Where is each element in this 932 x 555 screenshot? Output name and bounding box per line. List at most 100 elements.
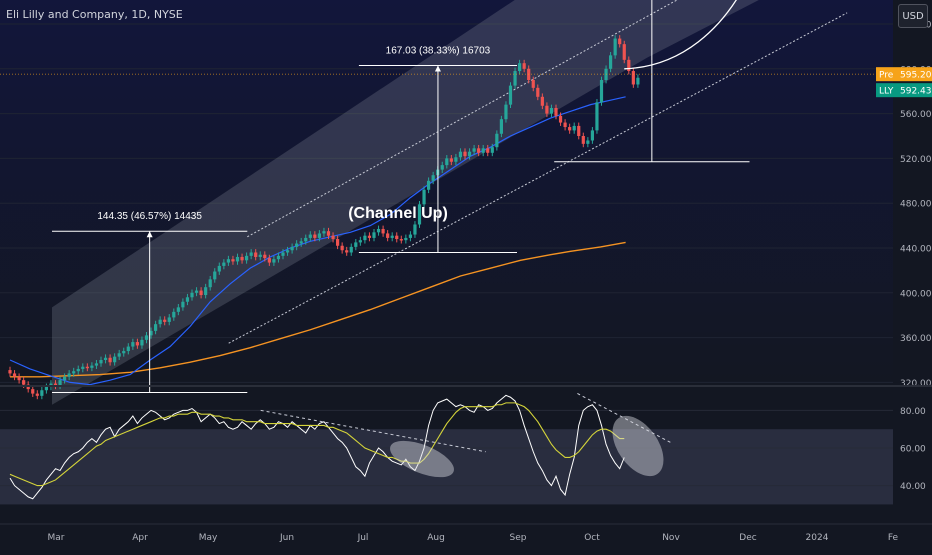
pre-price-badge-value: 595.20 <box>900 71 932 81</box>
pre-price-badge-tag: Pre <box>879 71 894 81</box>
chart-title: Eli Lilly and Company, 1D, NYSE <box>6 8 183 21</box>
candle-body <box>144 335 149 340</box>
candle-body <box>117 353 121 357</box>
measure-arrow <box>434 65 441 72</box>
candle-body <box>413 224 417 235</box>
time-tick-label: Mar <box>48 533 65 543</box>
candle-body <box>408 234 412 238</box>
channel-label: (Channel Up) <box>348 205 448 222</box>
candle-body <box>636 77 640 85</box>
candle-body <box>390 235 394 238</box>
candle-body <box>67 373 71 377</box>
candle-body <box>563 122 567 128</box>
candle-body <box>217 265 221 272</box>
candle-body <box>618 38 622 45</box>
candle-body <box>467 151 472 157</box>
rsi-pane: 40.00 60.00 80.00 <box>0 385 932 505</box>
channel-band <box>52 0 759 405</box>
axis-background <box>893 0 932 550</box>
candle-body <box>590 130 594 141</box>
time-tick-label: Fe <box>888 533 899 543</box>
price-tick-label: 560.00 <box>900 110 932 120</box>
candle-body <box>208 279 212 288</box>
currency-button[interactable]: USD <box>898 4 928 28</box>
candle-body <box>518 63 522 72</box>
candle-body <box>440 165 444 170</box>
last-price-badge: LLY 592.43 <box>876 83 932 98</box>
candle-body <box>172 311 176 318</box>
candle-body <box>381 228 385 234</box>
time-tick-label: May <box>199 533 218 543</box>
candle-body <box>249 252 253 256</box>
candle-body <box>395 235 399 240</box>
candle-body <box>258 254 262 257</box>
rsi-line <box>9 394 625 500</box>
candle-body <box>336 239 340 246</box>
last-price-badge-tag: LLY <box>879 87 894 97</box>
candle-body <box>508 85 513 105</box>
candle-body <box>17 376 21 381</box>
candle-body <box>376 228 381 233</box>
time-tick-label: Jul <box>357 533 369 543</box>
candle-body <box>490 147 494 153</box>
candle-body <box>304 237 308 242</box>
candle-body <box>599 80 604 103</box>
candle-body <box>113 356 117 363</box>
candle-body <box>581 136 585 144</box>
channel-upper-line <box>247 0 679 238</box>
candle-body <box>549 108 554 114</box>
candle-body <box>613 38 617 56</box>
candle-body <box>231 259 235 262</box>
candle-body <box>317 233 321 238</box>
candle-body <box>167 317 171 322</box>
candle-body <box>445 158 449 166</box>
candle-body <box>22 380 26 385</box>
candle-body <box>326 231 331 236</box>
ma-short-line <box>9 96 626 386</box>
candle-body <box>290 246 294 251</box>
candle-body <box>135 342 139 346</box>
candle-body <box>222 262 226 266</box>
time-tick-label: Oct <box>584 533 600 543</box>
candle-body <box>372 232 376 238</box>
candle-body <box>572 125 576 131</box>
candle-body <box>99 360 103 364</box>
main-background <box>0 0 893 385</box>
rsi-tick-label: 40.00 <box>900 482 926 492</box>
pre-price-badge: Pre 595.20 <box>876 67 932 82</box>
candle-body <box>213 271 217 280</box>
measure-label: 167.03 (38.33%) 16703 <box>386 45 491 56</box>
candle-body <box>404 237 408 241</box>
candle-body <box>81 366 85 369</box>
candle-body <box>463 151 467 157</box>
candle-body <box>481 148 485 153</box>
candle-body <box>245 255 249 261</box>
candle-body <box>272 259 276 263</box>
rsi-ma-line <box>9 402 625 487</box>
candle-body <box>163 319 167 322</box>
candle-body <box>531 80 535 88</box>
candle-body <box>72 371 76 374</box>
candle-body <box>85 366 89 369</box>
candle-body <box>627 59 631 72</box>
candle-body <box>568 127 572 131</box>
time-axis: Mar Apr May Jun Jul Aug Sep Oct Nov Dec 2024 Fe <box>0 523 932 543</box>
candle-body <box>254 252 258 257</box>
rsi-tick-label: 60.00 <box>900 445 926 455</box>
candle-body <box>44 386 48 391</box>
candle-body <box>313 234 317 238</box>
candle-body <box>31 389 35 394</box>
candle-body <box>322 231 326 234</box>
candle-body <box>504 104 508 120</box>
candle-body <box>340 245 344 251</box>
candle-body <box>58 380 62 386</box>
candle-body <box>190 292 194 298</box>
candle-body <box>522 63 526 69</box>
candle-body <box>267 258 271 263</box>
candle-body <box>63 376 67 381</box>
candle-body <box>281 252 285 256</box>
projection-curve <box>624 0 737 70</box>
channel-lower-line <box>228 12 848 344</box>
candle-body <box>367 235 372 238</box>
price-tick-label: 360.00 <box>900 334 932 344</box>
